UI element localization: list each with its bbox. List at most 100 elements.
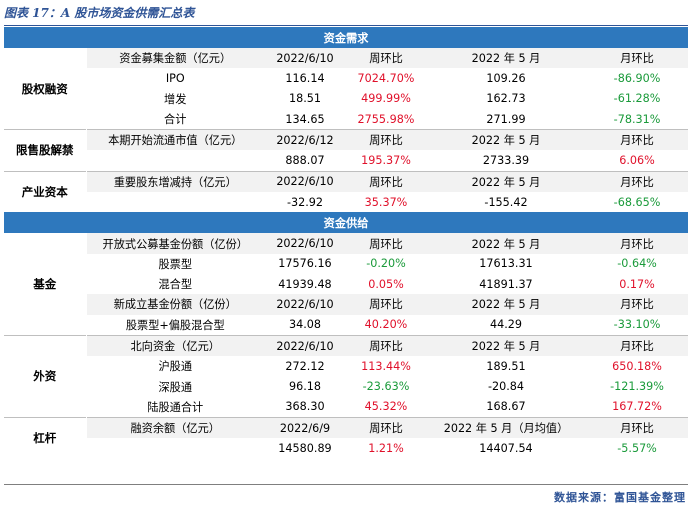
table-cell: 134.65 (285, 112, 325, 126)
caption-underline (4, 25, 688, 26)
table-cell: -86.90% (613, 71, 661, 85)
column-header-cell: 2022/6/12 (264, 129, 346, 151)
table-cell: 41891.37 (479, 277, 533, 291)
table-row: 深股通 96.18 -23.63% -20.84 -121.39% (4, 376, 688, 396)
column-header-cell: 月环比 (586, 170, 689, 193)
section-header-row: 资金供给 (4, 212, 689, 234)
column-header-cell: 月环比 (586, 48, 689, 69)
section-header-row: 资金需求 (4, 27, 689, 48)
table-cell: 14580.89 (278, 441, 332, 455)
category-label: 限售股解禁 (4, 129, 87, 172)
column-header-cell: 北向资金（亿元） (86, 334, 264, 357)
subheader-row: 新成立基金份额（亿份） 2022/6/10 周环比 2022 年 5 月月环比 (4, 294, 689, 315)
table-cell: 17576.16 (278, 257, 332, 271)
table-cell: -121.39% (610, 380, 664, 394)
column-header-cell: 融资余额（亿元） (86, 417, 264, 439)
column-header-cell: 周环比 (346, 129, 426, 151)
table-cell: 34.08 (288, 318, 322, 332)
column-header-cell: 月环比 (586, 233, 689, 254)
table-cell: 陆股通合计 (147, 400, 204, 414)
column-header-cell: 开放式公募基金份额（亿份） (86, 233, 264, 254)
table-cell: -0.20% (366, 257, 406, 271)
table-row: 14580.89 1.21% 14407.54 -5.57% (4, 438, 688, 458)
table-cell: 股票型 (158, 257, 193, 271)
table-cell: 189.51 (486, 359, 526, 373)
table-cell: 45.32% (364, 400, 408, 414)
table-cell (86, 150, 264, 171)
table-row: 混合型 41939.48 0.05% 41891.37 0.17% (4, 274, 688, 294)
table-cell: -5.57% (617, 441, 657, 455)
table-cell: 2755.98% (357, 112, 415, 126)
table-cell: 2733.39 (482, 154, 530, 168)
table-cell: 271.99 (486, 112, 526, 126)
section-title: 资金需求 (4, 27, 689, 48)
table-cell: 35.37% (364, 195, 408, 209)
column-header-cell: 2022 年 5 月 (426, 170, 586, 193)
column-header-cell: 2022/6/10 (264, 48, 346, 69)
table-cell: 162.73 (486, 92, 526, 106)
table-cell: -155.42 (484, 195, 528, 209)
table-cell: -68.65% (613, 195, 661, 209)
table-cell: 7024.70% (357, 71, 415, 85)
table-cell: 18.51 (288, 92, 322, 106)
table-row: 合计 134.65 2755.98% 271.99 -78.31% (4, 109, 688, 130)
table-cell: 499.99% (361, 92, 411, 106)
table-cell: 650.18% (612, 359, 662, 373)
column-header-cell: 重要股东增减持（亿元） (86, 170, 264, 193)
column-header-cell: 周环比 (346, 294, 426, 315)
column-header-cell: 本期开始流通市值（亿元） (86, 129, 264, 151)
column-header-cell: 2022 年 5 月 (426, 334, 586, 357)
table-cell: -61.28% (613, 92, 661, 106)
column-header-cell: 月环比 (586, 129, 689, 151)
table-cell: IPO (165, 71, 185, 85)
caption-text: 图表 17：A 股市场资金供需汇总表 (4, 6, 195, 20)
column-header-cell: 周环比 (346, 334, 426, 357)
table-row: 陆股通合计 368.30 45.32% 168.67 167.72% (4, 397, 688, 418)
category-label: 股权融资 (4, 48, 87, 130)
table-row: 股票型 17576.16 -0.20% 17613.31 -0.64% (4, 254, 688, 274)
column-header-cell: 2022/6/10 (264, 334, 346, 357)
column-header-cell: 2022 年 5 月 (426, 48, 586, 69)
subheader-row: 股权融资 资金募集金额（亿元） 2022/6/10 周环比 2022 年 5 月月环比 (4, 48, 689, 130)
source-note: 数据来源：富国基金整理 (554, 491, 686, 504)
table-cell: 合计 (164, 113, 187, 127)
column-header-cell: 新成立基金份额（亿份） (86, 294, 264, 315)
table-cell: 增发 (164, 92, 187, 106)
category-label: 产业资本 (4, 170, 87, 213)
subheader-row: 产业资本 重要股东增减持（亿元） 2022/6/10 周环比 2022 年 5 月月环比 (4, 170, 689, 213)
category-label: 外资 (4, 334, 87, 418)
section-title: 资金供给 (4, 212, 689, 234)
table-row: -32.92 35.37% -155.42 -68.65% (4, 192, 688, 212)
table-cell: 41939.48 (278, 277, 332, 291)
table-cell: 109.26 (486, 71, 526, 85)
column-header-cell: 2022/6/9 (264, 417, 346, 439)
table-cell: 40.20% (364, 318, 408, 332)
table-cell: 0.17% (619, 277, 655, 291)
table-cell (86, 192, 264, 212)
category-label: 基金 (4, 233, 87, 336)
subheader-row: 限售股解禁 本期开始流通市值（亿元） 2022/6/12 周环比 2022 年 5 月月… (4, 129, 689, 172)
column-header-cell: 2022 年 5 月 (426, 129, 586, 151)
table-cell (86, 438, 264, 458)
table-cell: 168.67 (486, 400, 526, 414)
table-cell: 沪股通 (158, 360, 193, 374)
table-row: IPO 116.14 7024.70% 109.26 -86.90% (4, 68, 688, 88)
column-header-cell: 月环比 (586, 334, 689, 357)
table-cell: -0.64% (617, 257, 657, 271)
table-cell: 17613.31 (479, 257, 533, 271)
table-cell: -23.63% (362, 380, 410, 394)
table-cell: 股票型+偏股混合型 (125, 318, 225, 332)
table-cell: 888.07 (285, 154, 325, 168)
table-cell: 113.44% (361, 359, 411, 373)
table-cell: 167.72% (612, 400, 662, 414)
fund-supply-demand-table: 资金需求 股权融资 资金募集金额（亿元） 2022/6/10 周环比 2022 年 5 月… (4, 27, 689, 459)
table-cell: 368.30 (285, 400, 325, 414)
column-header-cell: 2022/6/10 (264, 294, 346, 315)
column-header-cell: 月环比 (586, 294, 689, 315)
figure-caption: 图表 17：A 股市场资金供需汇总表 (4, 4, 688, 26)
table-row: 增发 18.51 499.99% 162.73 -61.28% (4, 89, 688, 109)
subheader-row: 基金 开放式公募基金份额（亿份） 2022/6/10 周环比 2022 年 5 月月环比 (4, 233, 689, 336)
column-header-cell: 月环比 (586, 417, 689, 439)
table-cell: 6.06% (619, 154, 655, 168)
table-cell: 1.21% (368, 441, 404, 455)
